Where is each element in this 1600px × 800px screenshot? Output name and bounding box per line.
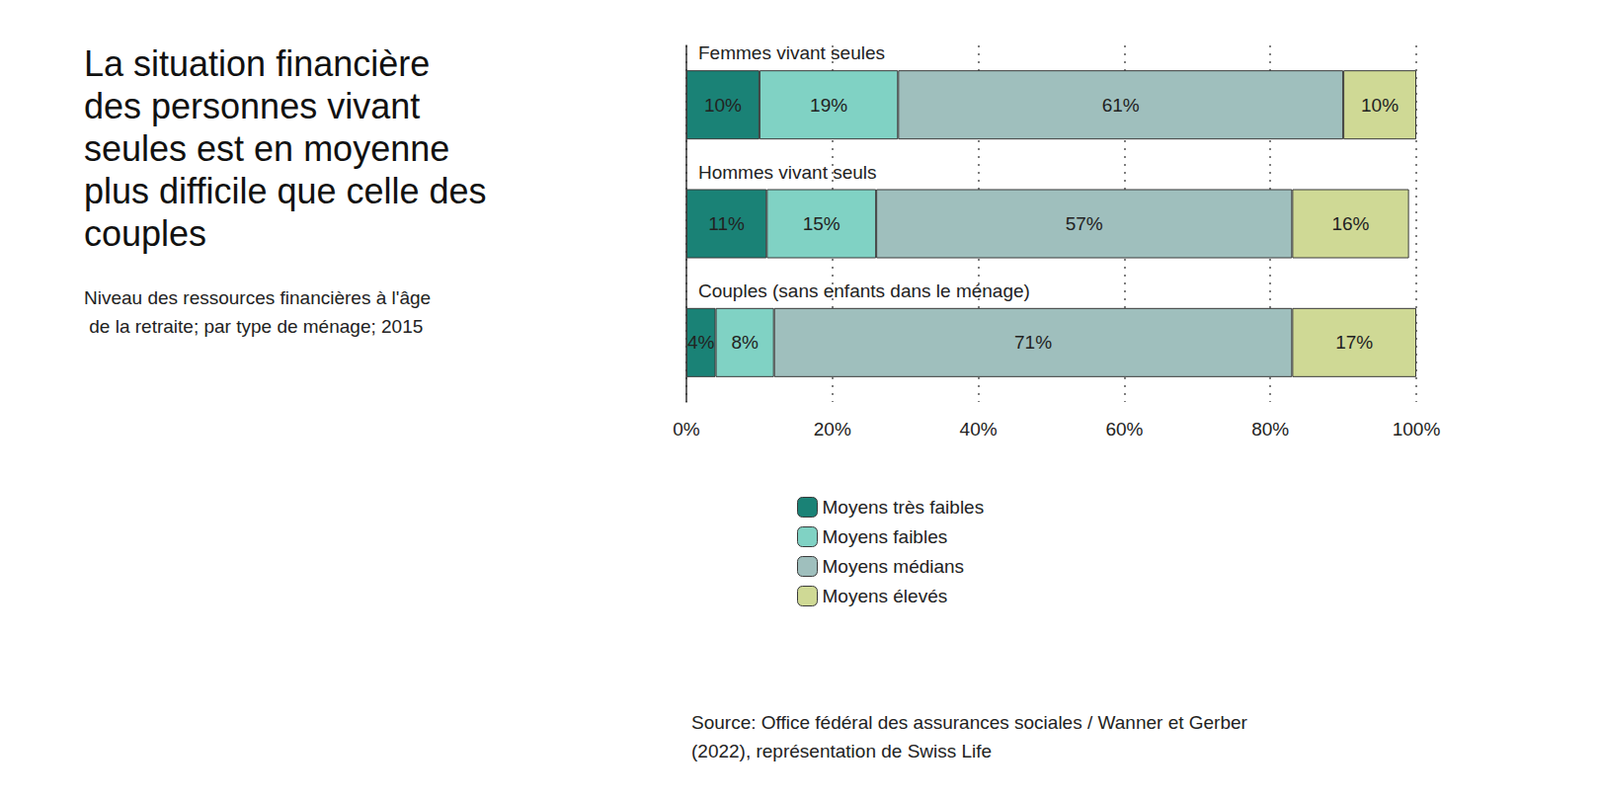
- svg-text:60%: 60%: [1105, 418, 1143, 440]
- svg-text:11%: 11%: [708, 213, 745, 235]
- svg-text:La situation financière: La situation financière: [83, 43, 440, 84]
- svg-text:(2022), représentation de Swis: (2022), représentation de Swiss Life: [691, 740, 992, 762]
- svg-text:0%: 0%: [672, 418, 701, 440]
- svg-text:71%: 71%: [1014, 331, 1052, 353]
- svg-text:40%: 40%: [960, 418, 998, 440]
- svg-text:10%: 10%: [1360, 94, 1399, 116]
- svg-text:seules est en moyenne: seules est en moyenne: [83, 128, 460, 169]
- svg-text:4%: 4%: [687, 331, 716, 353]
- svg-text:Moyens très faibles: Moyens très faibles: [822, 496, 985, 518]
- svg-text:Hommes vivant seuls: Hommes vivant seuls: [698, 161, 878, 183]
- svg-text:couples: couples: [83, 213, 207, 254]
- svg-text:8%: 8%: [730, 331, 759, 353]
- svg-text:de la retraite; par type de mé: de la retraite; par type de ménage; 2015: [83, 316, 423, 337]
- svg-text:80%: 80%: [1251, 418, 1289, 440]
- svg-text:Moyens médians: Moyens médians: [822, 556, 965, 577]
- svg-text:des personnes vivant: des personnes vivant: [83, 85, 430, 127]
- svg-text:57%: 57%: [1065, 213, 1104, 235]
- svg-text:10%: 10%: [704, 94, 742, 116]
- svg-text:plus difficile que celle des: plus difficile que celle des: [83, 170, 497, 212]
- svg-text:15%: 15%: [802, 213, 841, 235]
- svg-text:Source: Office fédéral des ass: Source: Office fédéral des assurances so…: [691, 712, 1253, 733]
- svg-text:17%: 17%: [1335, 331, 1373, 353]
- svg-text:20%: 20%: [813, 418, 852, 440]
- svg-text:Couples (sans enfants dans le: Couples (sans enfants dans le ménage): [698, 280, 1031, 302]
- svg-text:Moyens élevés: Moyens élevés: [822, 585, 949, 607]
- svg-text:100%: 100%: [1392, 418, 1441, 440]
- svg-text:Femmes vivant seules: Femmes vivant seules: [698, 42, 885, 64]
- svg-text:16%: 16%: [1331, 213, 1369, 235]
- svg-text:Moyens faibles: Moyens faibles: [822, 526, 949, 548]
- svg-text:Niveau des ressources financiè: Niveau des ressources financières à l'âg…: [83, 287, 431, 309]
- svg-text:19%: 19%: [809, 94, 848, 116]
- svg-text:61%: 61%: [1102, 94, 1140, 116]
